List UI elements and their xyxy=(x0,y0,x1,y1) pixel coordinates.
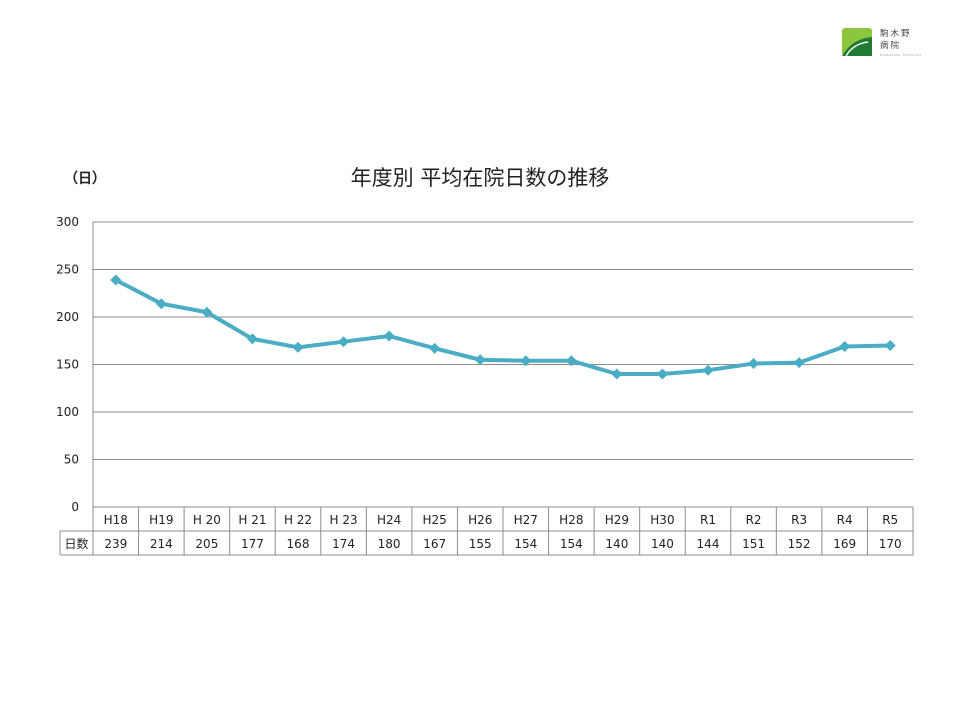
logo-subtext: KOMAGINO HOSPITAL xyxy=(880,53,923,57)
data-value-label: 154 xyxy=(514,537,537,551)
data-value-label: 169 xyxy=(833,537,856,551)
data-value-label: 214 xyxy=(150,537,173,551)
x-category-label: H24 xyxy=(377,513,401,527)
data-value-label: 144 xyxy=(697,537,720,551)
y-tick-label: 300 xyxy=(56,215,79,229)
data-value-label: 174 xyxy=(332,537,355,551)
x-category-label: R2 xyxy=(746,513,762,527)
x-category-label: H29 xyxy=(605,513,629,527)
data-value-label: 152 xyxy=(788,537,811,551)
data-value-label: 177 xyxy=(241,537,264,551)
data-point-marker xyxy=(292,341,304,353)
data-point-marker xyxy=(246,333,258,345)
data-value-label: 140 xyxy=(605,537,628,551)
x-category-label: H28 xyxy=(559,513,583,527)
series-name-label: 日数 xyxy=(64,536,88,551)
series-line xyxy=(113,277,893,376)
data-point-marker xyxy=(611,368,623,380)
data-value-label: 140 xyxy=(651,537,674,551)
data-point-marker xyxy=(338,336,350,348)
x-category-label: H30 xyxy=(650,513,674,527)
data-value-label: 154 xyxy=(560,537,583,551)
x-category-label: R1 xyxy=(700,513,716,527)
x-category-label: H18 xyxy=(104,513,128,527)
data-point-marker xyxy=(155,298,167,310)
data-value-label: 170 xyxy=(879,537,902,551)
x-category-label: R4 xyxy=(837,513,853,527)
data-point-marker xyxy=(748,358,760,370)
y-axis-unit-label: （日） xyxy=(64,171,106,187)
data-point-marker xyxy=(474,354,486,366)
x-category-label: H26 xyxy=(468,513,492,527)
logo-name-line1: 駒木野 xyxy=(880,29,912,39)
x-category-label: H 23 xyxy=(330,513,358,527)
data-value-label: 151 xyxy=(742,537,765,551)
data-point-marker xyxy=(429,342,441,354)
data-value-label: 168 xyxy=(287,537,310,551)
x-category-label: H 21 xyxy=(238,513,266,527)
data-point-marker xyxy=(201,306,213,318)
y-tick-label: 100 xyxy=(56,405,79,419)
x-category-label: H 20 xyxy=(193,513,221,527)
x-category-label: H19 xyxy=(149,513,173,527)
x-category-label: H27 xyxy=(514,513,538,527)
data-value-label: 205 xyxy=(195,537,218,551)
data-point-marker xyxy=(839,340,851,352)
data-point-marker xyxy=(520,355,532,367)
y-tick-label: 200 xyxy=(56,310,79,324)
data-value-label: 155 xyxy=(469,537,492,551)
data-point-marker xyxy=(884,340,896,351)
x-category-label: R5 xyxy=(882,513,898,527)
data-point-marker xyxy=(110,274,122,286)
hospital-logo: 駒木野 病院 KOMAGINO HOSPITAL xyxy=(842,28,932,60)
data-point-marker xyxy=(565,355,577,367)
y-tick-label: 0 xyxy=(71,500,79,514)
logo-name-line2: 病院 xyxy=(880,41,902,51)
data-point-marker xyxy=(793,357,805,369)
data-value-label: 167 xyxy=(423,537,446,551)
x-category-label: R3 xyxy=(791,513,807,527)
data-point-marker xyxy=(656,368,668,380)
data-value-label: 239 xyxy=(104,537,127,551)
logo-mark-icon xyxy=(842,28,872,57)
y-tick-label: 50 xyxy=(64,453,79,467)
data-point-marker xyxy=(383,330,395,342)
y-tick-label: 250 xyxy=(56,263,79,277)
data-point-marker xyxy=(702,364,714,376)
x-category-label: H25 xyxy=(423,513,447,527)
x-category-label: H 22 xyxy=(284,513,312,527)
data-value-label: 180 xyxy=(378,537,401,551)
chart-title: 年度別 平均在院日数の推移 xyxy=(350,166,610,190)
y-tick-label: 150 xyxy=(56,358,79,372)
